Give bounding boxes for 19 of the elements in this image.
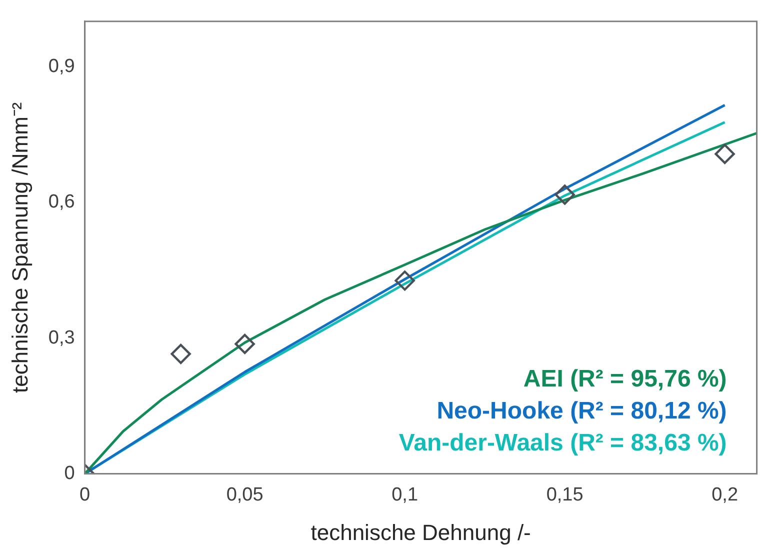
point — [394, 270, 415, 291]
text: Neo-Hooke (R² = 80,12 %) — [436, 397, 727, 424]
x-axis-title: technische Dehnung /- — [310, 520, 531, 545]
point — [234, 334, 255, 354]
point — [554, 184, 575, 205]
y-tick-label: 0,3 — [48, 327, 75, 348]
point — [170, 344, 191, 364]
text: AEI (R² = 95,76 %) — [523, 365, 727, 392]
text: Van-der-Waals (R² = 83,63 %) — [398, 429, 727, 456]
point — [714, 144, 735, 164]
x-tick-label: 0,15 — [546, 484, 584, 506]
y-axis-title: technische Spannung /Nmm⁻² — [7, 102, 32, 393]
x-tick-label: 0,05 — [226, 484, 264, 506]
y-tick-label: 0,9 — [48, 56, 75, 77]
x-tick-label: 0,2 — [712, 484, 738, 506]
x-tick-label: 0,1 — [392, 484, 418, 506]
y-tick-label: 0 — [64, 463, 75, 484]
x-tick-label: 0 — [80, 484, 90, 506]
y-tick-label: 0,6 — [48, 192, 75, 213]
